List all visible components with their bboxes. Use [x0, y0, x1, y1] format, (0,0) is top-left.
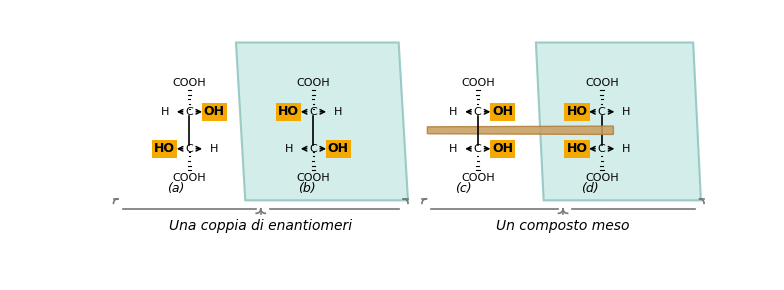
Text: COOH: COOH — [296, 173, 330, 183]
Text: C: C — [598, 107, 605, 117]
Text: COOH: COOH — [585, 173, 619, 183]
Text: H: H — [622, 144, 631, 154]
Text: HO: HO — [567, 105, 587, 118]
Text: H: H — [334, 107, 343, 117]
Text: COOH: COOH — [172, 77, 206, 88]
Text: C: C — [310, 107, 318, 117]
Text: C: C — [474, 144, 481, 154]
Text: HO: HO — [567, 142, 587, 155]
Text: OH: OH — [328, 142, 349, 155]
Polygon shape — [427, 126, 613, 135]
Text: H: H — [448, 144, 457, 154]
Text: COOH: COOH — [296, 77, 330, 88]
Text: OH: OH — [492, 142, 513, 155]
Text: H: H — [622, 107, 631, 117]
Text: C: C — [186, 107, 194, 117]
Text: OH: OH — [204, 105, 225, 118]
Text: COOH: COOH — [172, 173, 206, 183]
Text: C: C — [598, 144, 605, 154]
Polygon shape — [536, 43, 701, 200]
Text: C: C — [310, 144, 318, 154]
Text: COOH: COOH — [461, 173, 495, 183]
Text: (b): (b) — [299, 182, 316, 195]
Text: Un composto meso: Un composto meso — [496, 219, 630, 233]
Text: H: H — [210, 144, 219, 154]
Text: OH: OH — [492, 105, 513, 118]
Text: C: C — [474, 107, 481, 117]
Text: (a): (a) — [167, 182, 184, 195]
Text: C: C — [186, 144, 194, 154]
Text: H: H — [285, 144, 293, 154]
Polygon shape — [236, 43, 408, 200]
Text: COOH: COOH — [461, 77, 495, 88]
Text: (d): (d) — [581, 182, 599, 195]
Text: H: H — [448, 107, 457, 117]
Text: H: H — [161, 107, 169, 117]
Text: HO: HO — [278, 105, 299, 118]
Text: (c): (c) — [456, 182, 472, 195]
Text: HO: HO — [154, 142, 175, 155]
Text: Una coppia di enantiomeri: Una coppia di enantiomeri — [169, 219, 352, 233]
Text: COOH: COOH — [585, 77, 619, 88]
